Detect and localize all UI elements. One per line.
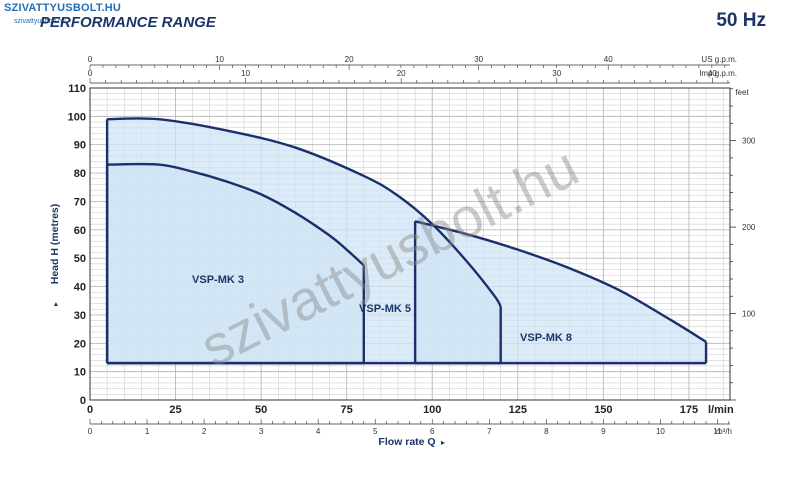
m3h-tick-label: 11: [713, 427, 722, 436]
m3h-tick-label: 0: [88, 427, 93, 436]
m3h-tick-label: 8: [544, 427, 549, 436]
x-axis-unit: l/min: [708, 404, 734, 416]
x-axis-arrow: ▸: [441, 438, 445, 447]
m3h-tick-label: 4: [316, 427, 321, 436]
chart-title: PERFORMANCE RANGE: [40, 14, 216, 31]
right-tick-label: 100: [742, 310, 756, 319]
y-tick-label: 100: [68, 111, 86, 123]
brand-logo: SZIVATTYUSBOLT.HU: [4, 2, 122, 14]
coverage-area: [107, 164, 364, 364]
m3h-tick-label: 10: [656, 427, 665, 436]
series-label: VSP-MK 5: [359, 303, 411, 315]
y-tick-label: 20: [74, 338, 86, 350]
coverage-area: [415, 221, 707, 364]
y-tick-label: 80: [74, 168, 86, 180]
m3h-tick-label: 2: [202, 427, 207, 436]
head-curve: [107, 162, 365, 267]
x-tick-label: 75: [341, 404, 353, 416]
y-tick-label: 90: [74, 140, 86, 152]
y-axis-arrow: ▸: [51, 302, 60, 306]
series-label: VSP-MK 8: [520, 332, 572, 344]
pump-curves: [105, 117, 708, 365]
series-labels: VSP-MK 3 VSP-MK 5 VSP-MK 8: [192, 274, 572, 344]
frequency-label: 50 Hz: [716, 10, 766, 31]
head-curve: [414, 220, 707, 343]
imp-gpm-unit: Imp g.p.m.: [699, 69, 737, 78]
x-tick-label: 50: [255, 404, 267, 416]
y-tick-label: 50: [74, 253, 86, 265]
series-label: VSP-MK 3: [192, 274, 244, 286]
imp-gpm-tick-label: 20: [397, 69, 406, 78]
y-tick-label: 0: [80, 395, 86, 407]
x-tick-label: 125: [509, 404, 527, 416]
x-tick-label: 25: [169, 404, 181, 416]
y-tick-label: 30: [74, 310, 86, 322]
right-tick-label: 200: [742, 223, 756, 232]
m3h-tick-label: 3: [259, 427, 264, 436]
y-tick-label: 60: [74, 225, 86, 237]
right-axis-unit: feet: [735, 88, 749, 97]
x-axis-title: Flow rate Q: [378, 436, 435, 448]
x-tick-label: 150: [594, 404, 612, 416]
m3h-tick-label: 5: [373, 427, 378, 436]
us-gpm-tick-label: 20: [345, 55, 354, 64]
us-gpm-tick-label: 10: [215, 55, 224, 64]
brand-url: szivattyusbolt.hu: [14, 18, 66, 25]
y-axis-title: Head H (metres): [49, 204, 61, 285]
us-gpm-tick-label: 30: [474, 55, 483, 64]
m3h-tick-label: 9: [601, 427, 606, 436]
m3h-tick-label: 1: [145, 427, 150, 436]
imp-gpm-tick-label: 10: [241, 69, 250, 78]
imp-gpm-tick-label: 0: [88, 69, 93, 78]
us-gpm-unit: US g.p.m.: [701, 55, 737, 64]
y-tick-label: 70: [74, 196, 86, 208]
y-tick-label: 110: [68, 83, 86, 95]
y-tick-label: 10: [74, 367, 86, 379]
head-curve: [107, 117, 502, 308]
x-tick-label: 0: [87, 404, 93, 416]
us-gpm-tick-label: 0: [88, 55, 93, 64]
coverage-areas: [107, 118, 707, 364]
x-tick-label: 175: [680, 404, 698, 416]
x-tick-label: 100: [423, 404, 441, 416]
imp-gpm-tick-label: 30: [552, 69, 561, 78]
m3h-unit: m³/h: [716, 427, 732, 436]
y-tick-label: 40: [74, 282, 86, 294]
us-gpm-tick-label: 40: [604, 55, 613, 64]
m3h-tick-label: 7: [487, 427, 492, 436]
m3h-tick-label: 6: [430, 427, 435, 436]
imp-gpm-tick-label: 40: [708, 69, 717, 78]
right-tick-label: 300: [742, 137, 756, 146]
